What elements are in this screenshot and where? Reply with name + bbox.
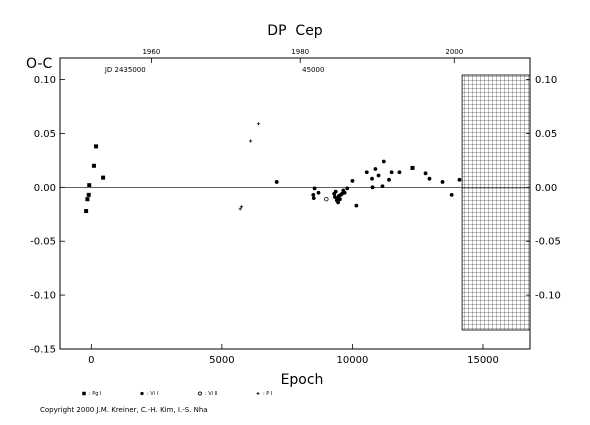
y-tick-label: -0.05: [30, 237, 56, 248]
plot-frame: [59, 57, 531, 350]
x-tick-label: 5000: [209, 355, 234, 366]
data-point-circle: [311, 192, 316, 197]
data-point-circle: [311, 196, 316, 201]
data-point-square: [84, 209, 89, 214]
jd-label: JD 2435000: [104, 66, 146, 74]
legend-label: : Pg I: [89, 391, 102, 397]
legend-label: : Vi II: [205, 391, 218, 397]
data-point-square: [85, 197, 90, 202]
hatched-region: [461, 74, 531, 331]
data-point-open-circle: [324, 196, 329, 202]
chart-title: DP Cep: [267, 23, 323, 39]
y-axis-title: O-C: [26, 56, 52, 72]
data-point-circle: [342, 190, 347, 195]
x-tick-label: 10000: [337, 355, 369, 366]
data-point-circle: [381, 159, 386, 164]
data-point-circle: [389, 170, 394, 175]
data-point-circle: [316, 190, 321, 195]
legend-marker-plus: [256, 392, 260, 395]
legend-label: : P I: [263, 391, 272, 397]
data-point-circle: [457, 177, 462, 182]
data-point-circle: [373, 167, 378, 171]
data-point-circle: [440, 180, 445, 184]
right-y-tick-label: 0.05: [535, 129, 557, 140]
data-point-square: [86, 192, 91, 197]
right-y-tick-label: -0.10: [535, 291, 561, 302]
x-axis-title: Epoch: [281, 372, 324, 388]
data-point-square: [87, 183, 92, 188]
data-point-circle: [350, 178, 355, 183]
data-point-circle: [370, 185, 375, 190]
legend-marker-circle: [140, 391, 144, 396]
x-tick-label: 15000: [467, 355, 499, 366]
data-point-circle: [312, 186, 317, 191]
y-tick-label: 0.05: [34, 129, 56, 140]
data-point-plus: [256, 122, 260, 126]
data-point-circle: [397, 170, 402, 175]
data-point-square: [101, 175, 106, 180]
data-point-circle: [427, 176, 432, 181]
right-y-tick-label: -0.05: [535, 237, 561, 248]
data-point-circle: [364, 170, 369, 175]
data-point-square: [94, 144, 99, 149]
jd-label: 45000: [302, 66, 324, 74]
copyright-text: Copyright 2000 J.M. Kreiner, C.-H. Kim, …: [40, 406, 208, 414]
y-tick-label: -0.15: [30, 345, 56, 356]
data-point-plus: [239, 205, 243, 209]
y-tick-label: 0.00: [34, 183, 56, 194]
y-tick-label: -0.10: [30, 291, 56, 302]
data-point-circle: [345, 186, 350, 191]
data-point-circle: [370, 176, 374, 181]
data-point-circle: [336, 200, 340, 205]
data-point-circle: [333, 189, 338, 194]
data-point-circle: [449, 192, 454, 197]
data-point-circle: [338, 197, 342, 202]
right-y-tick-label: 0.00: [535, 183, 557, 194]
data-point-circle: [376, 173, 381, 178]
legend-marker-square: [82, 391, 86, 396]
top-year-label: 1980: [291, 48, 309, 56]
data-point-circle: [380, 184, 385, 189]
data-point-square: [91, 163, 96, 168]
top-year-label: 1960: [142, 48, 160, 56]
data-point-square: [410, 165, 415, 170]
y-tick-label: 0.10: [34, 75, 56, 86]
right-y-tick-label: 0.10: [535, 75, 557, 86]
legend-marker-open-circle: [198, 391, 202, 396]
data-point-circle: [387, 177, 391, 182]
data-point-plus: [249, 139, 253, 143]
data-point-circle: [423, 171, 428, 176]
x-tick-label: 0: [88, 355, 94, 366]
data-point-circle: [274, 180, 279, 184]
data-point-circle: [354, 203, 359, 208]
top-year-label: 2000: [445, 48, 463, 56]
legend-label: : Vi I: [147, 391, 158, 397]
data-point-plus: [238, 207, 242, 211]
